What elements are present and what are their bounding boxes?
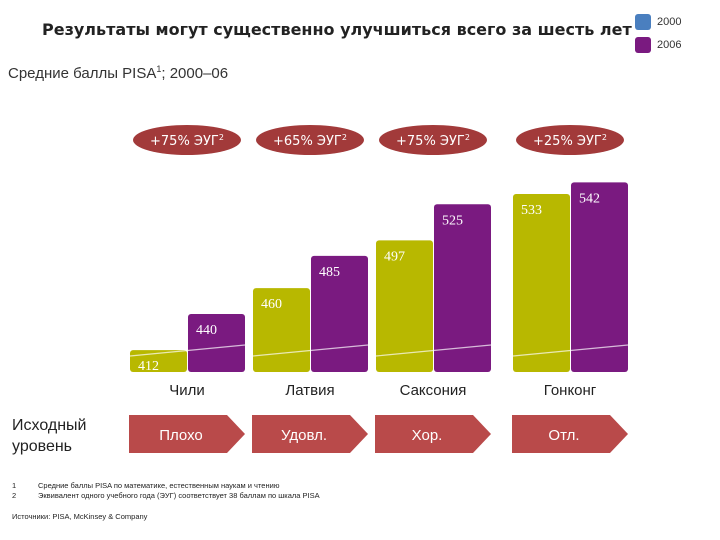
footnote-1-number: 1 (12, 481, 17, 490)
level-arrow-3 (375, 415, 491, 453)
bar-value-label-2000-2: 460 (261, 297, 282, 312)
legend-label-2006: 2006 (657, 39, 682, 51)
scale-break-line-4 (512, 344, 629, 357)
bar-value-label-2000-3: 497 (384, 249, 405, 264)
bar-2006-2 (311, 255, 368, 372)
bar-2000-3 (376, 240, 433, 372)
improvement-label-2: +65% ЭУГ2 (273, 133, 347, 149)
legend-label-2000: 2000 (657, 16, 682, 28)
bar-value-label-2006-4: 542 (579, 191, 600, 206)
improvement-badge-2 (256, 125, 364, 155)
improvement-label-3: +75% ЭУГ2 (396, 133, 470, 149)
subtitle-text: Средние баллы PISA (8, 65, 157, 82)
bar-2000-1 (130, 350, 187, 372)
chart-subtitle: Средние баллы PISA1; 2000–06 (8, 64, 228, 82)
scale-break-line-3 (375, 344, 492, 357)
scale-break-line-1 (129, 344, 246, 357)
category-label-3: Саксония (400, 382, 467, 399)
sources: Источники: PISA, McKinsey & Company (12, 512, 148, 521)
category-label-4: Гонконг (544, 382, 597, 399)
improvement-badge-3 (379, 125, 487, 155)
chart-legend: 2000 2006 (635, 12, 681, 58)
bar-2006-3 (434, 204, 491, 372)
level-label-4: Отл. (548, 427, 579, 444)
bar-2000-2 (253, 288, 310, 372)
bar-value-label-2000-1: 412 (138, 359, 159, 374)
scale-break-line-2 (252, 344, 369, 357)
improvement-label-4: +25% ЭУГ2 (533, 133, 607, 149)
subtitle-rest: ; 2000–06 (161, 65, 229, 82)
footnotes: 1 Средние баллы PISA по математике, есте… (12, 481, 320, 501)
bar-2000-4 (513, 193, 570, 372)
bar-2006-1 (188, 313, 245, 372)
bar-value-label-2006-3: 525 (442, 213, 463, 228)
bar-value-label-2006-1: 440 (196, 323, 217, 338)
improvement-label-1: +75% ЭУГ2 (150, 133, 224, 149)
bar-value-label-2006-2: 485 (319, 265, 340, 280)
legend-swatch-2000 (635, 14, 651, 30)
level-arrow-4 (512, 415, 628, 453)
level-label-2: Удовл. (281, 427, 327, 444)
legend-swatch-2006 (635, 37, 651, 53)
level-arrow-2 (252, 415, 368, 453)
legend-item-2000: 2000 (635, 12, 681, 32)
improvement-badge-1 (133, 125, 241, 155)
page-title: Результаты могут существенно улучшиться … (42, 20, 632, 39)
level-label-1: Плохо (159, 427, 203, 444)
legend-item-2006: 2006 (635, 35, 681, 55)
category-label-2: Латвия (285, 382, 334, 399)
bar-2006-4 (571, 182, 628, 372)
footnote-1-text: Средние баллы PISA по математике, естест… (38, 481, 280, 490)
footnote-2-text: Эквивалент одного учебного года (ЭУГ) со… (38, 491, 320, 500)
level-arrow-1 (129, 415, 245, 453)
footnote-2-number: 2 (12, 491, 17, 500)
level-label-3: Хор. (412, 427, 443, 444)
category-label-1: Чили (169, 382, 205, 399)
bar-value-label-2000-4: 533 (521, 203, 542, 218)
subtitle-footnote-mark: 1 (156, 64, 162, 74)
level-row-label: Исходный уровень (12, 417, 87, 455)
improvement-badge-4 (516, 125, 624, 155)
footnote-1: 1 Средние баллы PISA по математике, есте… (12, 481, 320, 491)
footnote-2: 2 Эквивалент одного учебного года (ЭУГ) … (12, 491, 320, 501)
bar-chart: 412 440 +75% ЭУГ2 Чили Плохо 460 485 +65% ЭУГ2 Л… (129, 125, 629, 453)
